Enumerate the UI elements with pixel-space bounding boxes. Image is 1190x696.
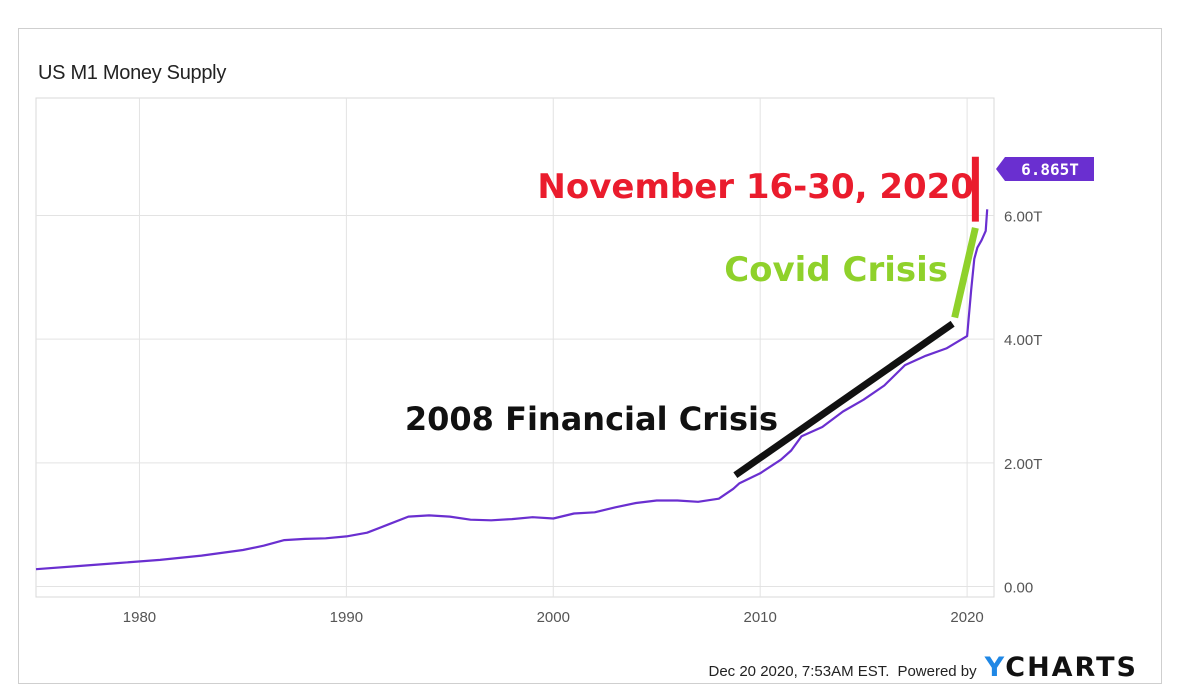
y-tick-label: 0.00	[1004, 579, 1033, 596]
timestamp: Dec 20 2020, 7:53AM EST.	[708, 663, 890, 680]
ycharts-logo-y: Y	[984, 652, 1006, 683]
annotation-text: 2008 Financial Crisis	[405, 400, 778, 438]
y-tick-label: 2.00T	[1004, 456, 1042, 473]
x-tick-label: 2020	[950, 609, 983, 626]
ycharts-logo[interactable]: YCHARTS	[985, 652, 1138, 683]
y-tick-label: 6.00T	[1004, 208, 1042, 225]
x-tick-label: 2000	[537, 609, 570, 626]
y-tick-label: 4.00T	[1004, 332, 1042, 349]
x-tick-label: 1990	[330, 609, 363, 626]
ycharts-logo-text: CHARTS	[1005, 652, 1138, 683]
plot-area	[35, 97, 995, 598]
chart-footer: Dec 20 2020, 7:53AM EST. Powered by YCHA…	[709, 652, 1139, 683]
last-value-flag	[996, 157, 1094, 181]
powered-by-label: Powered by	[897, 663, 977, 680]
series-line	[35, 209, 989, 571]
x-tick-label: 2010	[744, 609, 777, 626]
annotation-segment	[733, 320, 955, 479]
annotation-segment	[951, 227, 979, 319]
x-tick-label: 1980	[123, 609, 156, 626]
annotation-text: Covid Crisis	[724, 250, 948, 290]
chart-title: US M1 Money Supply	[38, 62, 227, 84]
annotation-text: November 16-30, 2020	[537, 167, 974, 207]
last-value-label: 6.865T	[1021, 160, 1079, 179]
